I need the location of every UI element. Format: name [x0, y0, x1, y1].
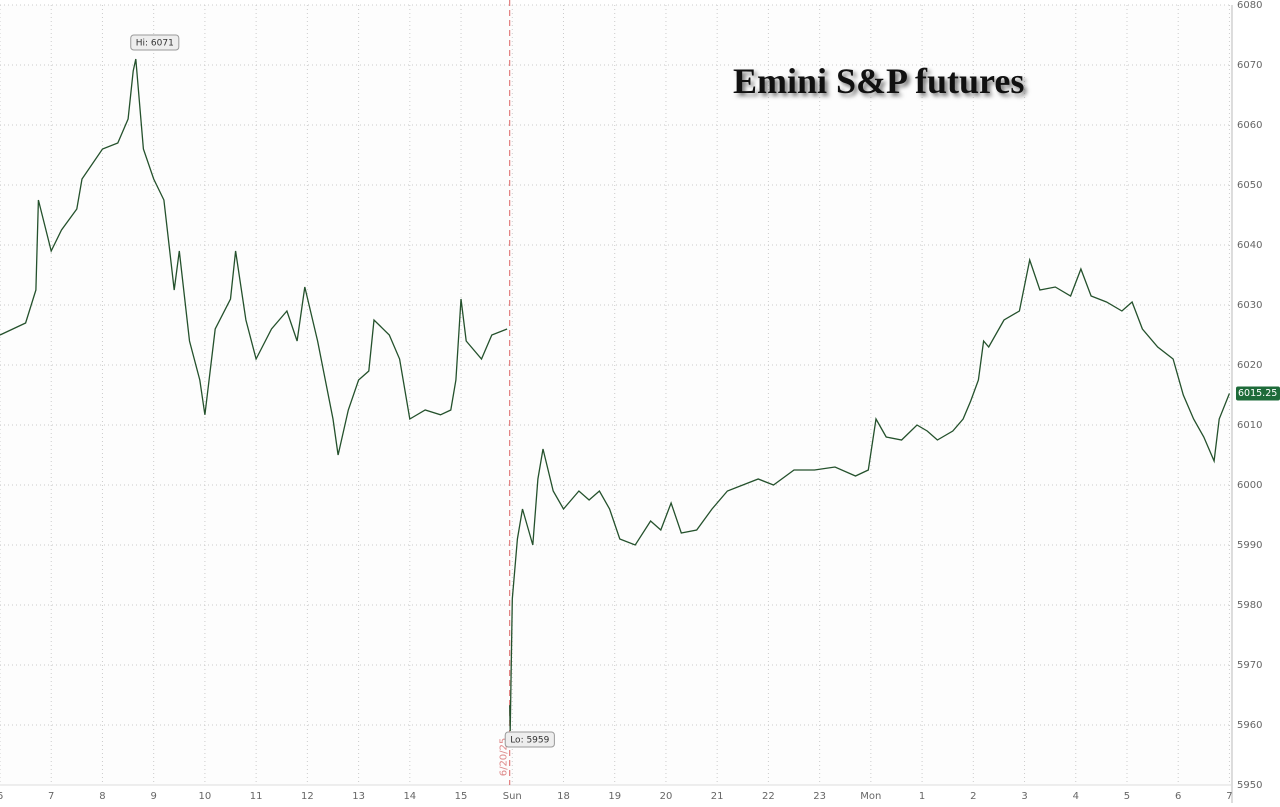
price-line	[0, 58, 1231, 732]
x-tick-label: 20	[660, 791, 673, 802]
y-tick-label: 5970	[1237, 660, 1262, 671]
y-tick-label: 6070	[1237, 60, 1262, 71]
y-tick-label: 5980	[1237, 600, 1262, 611]
x-tick-label: 13	[352, 791, 365, 802]
x-tick-label: 1	[919, 791, 925, 802]
x-tick-label: 14	[403, 791, 416, 802]
y-tick-label: 6020	[1237, 360, 1262, 371]
y-tick-label: 6060	[1237, 120, 1262, 131]
x-tick-label: 15	[455, 791, 468, 802]
x-tick-label: 4	[1073, 791, 1079, 802]
y-tick-label: 6030	[1237, 300, 1262, 311]
y-tick-label: 5950	[1237, 780, 1262, 791]
high-label: Hi: 6071	[130, 34, 180, 51]
y-tick-label: 6010	[1237, 420, 1262, 431]
x-tick-label: 12	[301, 791, 314, 802]
y-tick-label: 6040	[1237, 240, 1262, 251]
x-tick-label: 8	[99, 791, 105, 802]
chart-title: Emini S&P futures	[733, 61, 1025, 101]
y-tick-label: 6050	[1237, 180, 1262, 191]
y-tick-label: 5990	[1237, 540, 1262, 551]
session-date: 6/20/25	[499, 738, 510, 777]
y-tick-label: 6080	[1237, 0, 1262, 11]
x-tick-label: 10	[199, 791, 212, 802]
x-tick-label: 7	[48, 791, 54, 802]
low-label: Lo: 5959	[504, 731, 555, 748]
x-tick-label: 6	[0, 791, 3, 802]
high-label-text: Hi: 6071	[136, 39, 174, 49]
x-tick-label: 21	[711, 791, 724, 802]
high-label-box	[130, 34, 180, 51]
last-price: 6015.25	[1238, 388, 1277, 399]
x-tick-label: 22	[762, 791, 775, 802]
x-tick-label: 6	[1175, 791, 1181, 802]
x-tick-label: Sun	[503, 791, 522, 802]
x-tick-label: 7	[1226, 791, 1232, 802]
last-price-box	[1236, 386, 1280, 401]
y-tick-label: 5960	[1237, 720, 1262, 731]
plot-area	[0, 5, 1232, 785]
x-tick-label: 23	[813, 791, 826, 802]
x-tick-label: 3	[1021, 791, 1027, 802]
y-tick-label: 6000	[1237, 480, 1262, 491]
x-tick-label: 19	[608, 791, 621, 802]
x-tick-label: 5	[1124, 791, 1130, 802]
x-tick-label: 2	[970, 791, 976, 802]
low-label-text: Lo: 5959	[510, 736, 549, 746]
x-tick-label: 11	[250, 791, 263, 802]
low-label-box	[504, 731, 555, 748]
x-tick-label: 9	[150, 791, 156, 802]
x-tick-label: Mon	[860, 791, 881, 802]
x-tick-label: 18	[557, 791, 570, 802]
